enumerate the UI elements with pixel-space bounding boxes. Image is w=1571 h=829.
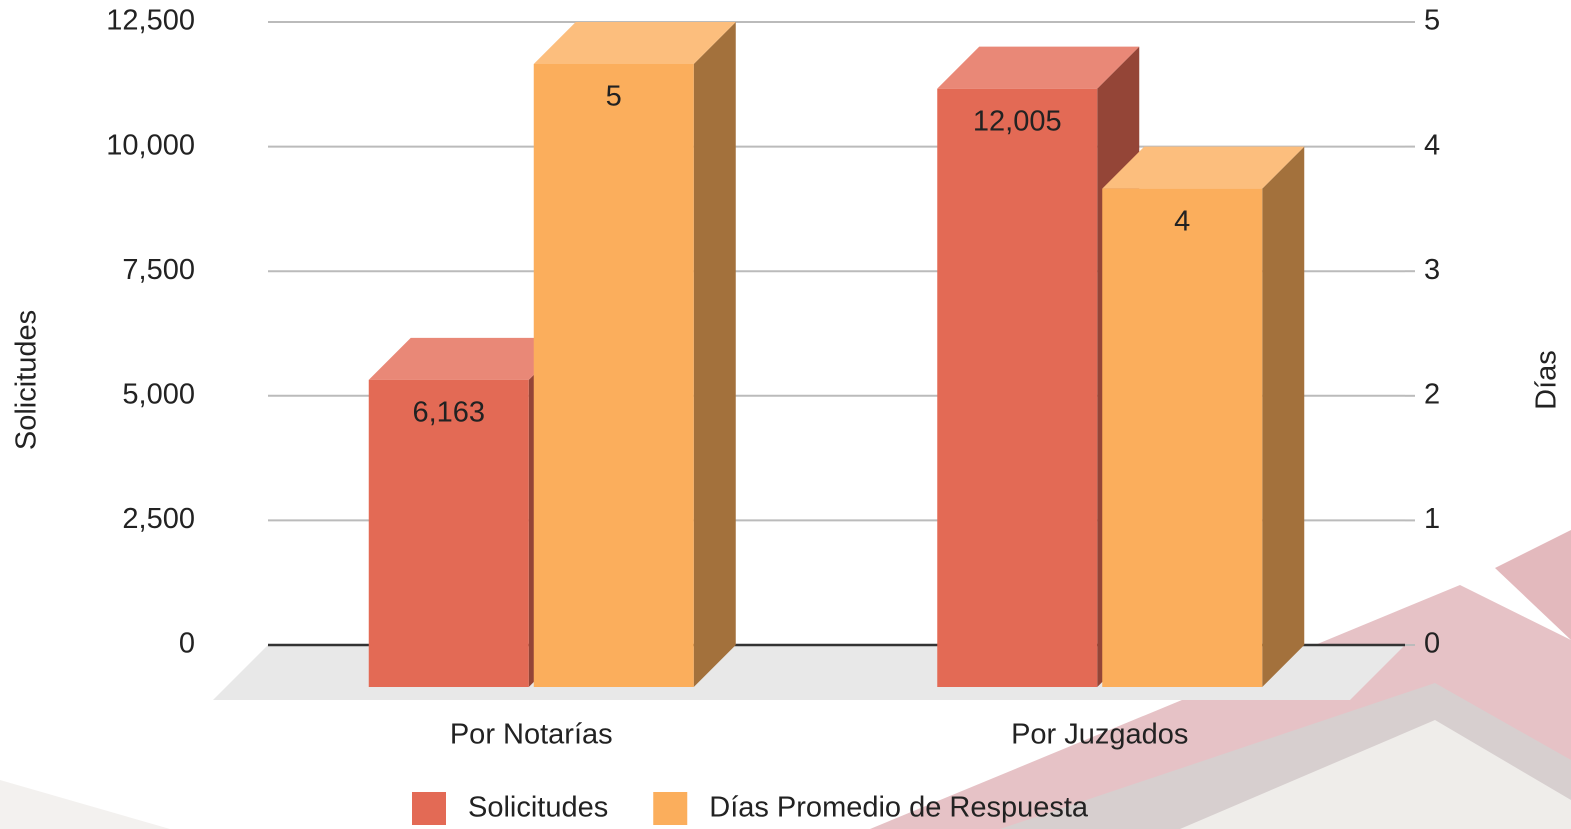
y2-axis-title: Días [1531,350,1563,410]
legend-swatch [653,792,688,825]
y2-tick-label: 2 [1424,378,1440,410]
legend-label: Solicitudes [468,792,608,824]
y-tick-label: 7,500 [122,254,195,286]
bar-side [693,22,736,687]
x-tick-label: Por Notarías [450,719,613,751]
bar-top [1102,146,1305,189]
legend-label: Días Promedio de Respuesta [709,792,1089,824]
bar-top [937,46,1140,89]
data-label: 5 [606,81,622,113]
bar-top [368,337,571,380]
data-label: 6,163 [412,396,485,428]
y-tick-label: 10,000 [106,129,195,161]
y2-tick-label: 1 [1424,503,1440,535]
legend-swatch [412,792,446,825]
y-tick-label: 2,500 [122,503,195,535]
x-tick-label: Por Juzgados [1011,719,1188,751]
bar-top [533,22,736,64]
y2-tick-label: 5 [1424,5,1440,37]
y2-tick-label: 3 [1424,254,1440,286]
y-tick-label: 12,500 [106,5,195,37]
data-label: 4 [1174,205,1190,237]
bar [533,64,694,687]
y2-tick-label: 0 [1424,628,1440,660]
bar [937,88,1098,688]
y-tick-label: 0 [179,628,195,660]
bar [368,379,529,687]
data-label: 12,005 [973,105,1062,137]
y2-tick-label: 4 [1424,129,1440,161]
bar [1102,188,1263,687]
bar-side [1262,146,1305,688]
y-axis-title: Solicitudes [11,310,43,450]
y-tick-label: 5,000 [122,378,195,410]
